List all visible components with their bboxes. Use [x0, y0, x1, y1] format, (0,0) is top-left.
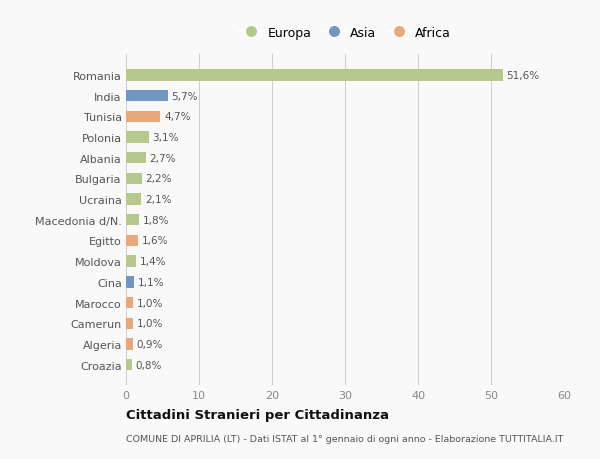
Bar [126, 359, 132, 370]
Text: 1,0%: 1,0% [137, 298, 163, 308]
Bar [126, 132, 149, 143]
Text: 5,7%: 5,7% [171, 91, 198, 101]
Text: 51,6%: 51,6% [506, 71, 539, 81]
Text: COMUNE DI APRILIA (LT) - Dati ISTAT al 1° gennaio di ogni anno - Elaborazione TU: COMUNE DI APRILIA (LT) - Dati ISTAT al 1… [126, 434, 563, 443]
Bar [126, 112, 160, 123]
Text: 2,1%: 2,1% [145, 195, 172, 205]
Bar [126, 194, 142, 205]
Text: Cittadini Stranieri per Cittadinanza: Cittadini Stranieri per Cittadinanza [126, 409, 389, 421]
Bar [126, 318, 133, 329]
Bar [126, 339, 133, 350]
Text: 2,2%: 2,2% [146, 174, 172, 184]
Text: 4,7%: 4,7% [164, 112, 190, 122]
Text: 1,8%: 1,8% [143, 215, 169, 225]
Bar [126, 153, 146, 164]
Bar [126, 174, 142, 185]
Text: 1,4%: 1,4% [140, 257, 166, 267]
Text: 0,8%: 0,8% [136, 360, 162, 370]
Text: 1,6%: 1,6% [142, 236, 168, 246]
Text: 3,1%: 3,1% [152, 133, 179, 143]
Bar [126, 91, 167, 102]
Bar [126, 70, 503, 81]
Text: 2,7%: 2,7% [149, 153, 176, 163]
Bar [126, 215, 139, 226]
Bar [126, 277, 134, 288]
Bar [126, 235, 137, 246]
Bar [126, 256, 136, 267]
Text: 1,0%: 1,0% [137, 319, 163, 329]
Bar [126, 297, 133, 308]
Text: 0,9%: 0,9% [136, 339, 163, 349]
Text: 1,1%: 1,1% [137, 277, 164, 287]
Legend: Europa, Asia, Africa: Europa, Asia, Africa [234, 22, 456, 45]
